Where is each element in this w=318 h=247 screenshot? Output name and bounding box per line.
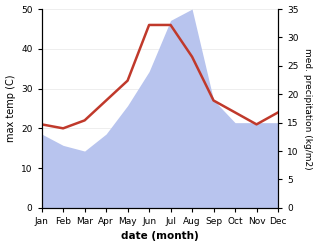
Y-axis label: max temp (C): max temp (C) (5, 75, 16, 142)
X-axis label: date (month): date (month) (121, 231, 199, 242)
Y-axis label: med. precipitation (kg/m2): med. precipitation (kg/m2) (303, 48, 313, 169)
